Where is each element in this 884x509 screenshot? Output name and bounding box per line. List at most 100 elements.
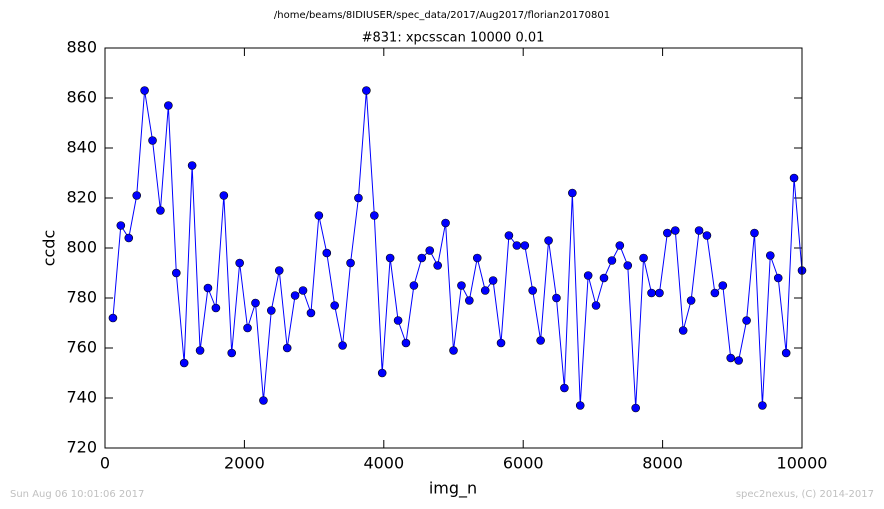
data-point bbox=[544, 236, 553, 245]
data-point bbox=[393, 316, 403, 325]
data-point bbox=[710, 288, 720, 298]
data-point bbox=[108, 313, 118, 323]
data-point bbox=[164, 101, 173, 110]
x-tick-label: 0 bbox=[100, 454, 110, 473]
footer-left: Sun Aug 06 10:01:06 2017 bbox=[10, 489, 144, 500]
data-point bbox=[251, 298, 260, 308]
y-tick-label: 860 bbox=[66, 88, 97, 107]
data-point bbox=[187, 161, 197, 170]
data-point bbox=[663, 228, 672, 238]
data-point bbox=[773, 273, 783, 283]
data-point bbox=[243, 323, 252, 333]
data-point bbox=[781, 348, 791, 358]
data-point bbox=[457, 281, 466, 290]
data-point bbox=[686, 296, 696, 305]
data-point bbox=[449, 346, 458, 355]
data-point bbox=[552, 293, 561, 303]
data-point bbox=[575, 401, 585, 410]
data-point bbox=[179, 358, 189, 368]
data-point bbox=[615, 241, 625, 250]
data-point bbox=[441, 218, 450, 228]
data-point bbox=[401, 338, 411, 348]
data-point bbox=[314, 211, 324, 220]
data-point bbox=[377, 368, 387, 378]
data-point bbox=[655, 288, 664, 298]
y-tick-label: 840 bbox=[66, 138, 97, 157]
data-point bbox=[568, 188, 577, 198]
y-tick-label: 760 bbox=[66, 338, 97, 357]
data-point bbox=[480, 286, 490, 295]
x-tick-label: 10000 bbox=[777, 454, 828, 473]
data-point bbox=[520, 241, 530, 250]
data-point bbox=[140, 86, 149, 95]
data-point bbox=[726, 353, 735, 363]
data-point bbox=[591, 301, 601, 310]
data-point bbox=[195, 346, 205, 355]
data-point bbox=[512, 241, 522, 250]
data-point bbox=[599, 273, 609, 283]
data-point bbox=[354, 193, 363, 203]
data-point bbox=[536, 336, 545, 345]
footer-right: spec2nexus, (C) 2014-2017 bbox=[736, 489, 874, 500]
data-point bbox=[306, 308, 316, 318]
data-point bbox=[631, 403, 640, 413]
x-tick-label: 4000 bbox=[363, 454, 404, 473]
data-point bbox=[433, 261, 442, 270]
chart-suptitle: /home/beams/8IDIUSER/spec_data/2017/Aug2… bbox=[274, 10, 610, 21]
data-point bbox=[560, 383, 569, 393]
data-point bbox=[409, 281, 419, 290]
y-tick-label: 740 bbox=[66, 388, 97, 407]
data-point bbox=[765, 251, 775, 260]
data-point bbox=[330, 301, 339, 310]
data-point bbox=[496, 338, 506, 348]
data-point bbox=[156, 206, 165, 215]
data-point bbox=[670, 226, 680, 235]
data-point bbox=[623, 261, 633, 270]
data-point bbox=[528, 286, 537, 295]
data-point bbox=[211, 303, 221, 313]
y-tick-label: 800 bbox=[66, 238, 97, 257]
data-point bbox=[235, 258, 244, 268]
data-point bbox=[267, 306, 276, 315]
data-point bbox=[274, 266, 284, 275]
data-point bbox=[718, 281, 728, 290]
data-point bbox=[322, 248, 332, 258]
x-axis-label: img_n bbox=[429, 479, 477, 499]
data-point bbox=[504, 231, 514, 240]
data-point bbox=[298, 286, 308, 295]
y-tick-label: 880 bbox=[66, 38, 97, 57]
data-point bbox=[385, 253, 395, 263]
data-point bbox=[370, 211, 379, 220]
data-point bbox=[694, 226, 704, 235]
x-tick-label: 6000 bbox=[503, 454, 544, 473]
data-point bbox=[362, 86, 371, 95]
data-point bbox=[742, 316, 751, 325]
x-tick-label: 2000 bbox=[224, 454, 265, 473]
data-point bbox=[425, 246, 435, 255]
data-point bbox=[219, 191, 229, 200]
data-point bbox=[417, 253, 427, 263]
data-point bbox=[678, 326, 688, 335]
data-point bbox=[750, 228, 759, 238]
data-point bbox=[583, 271, 593, 280]
y-tick-label: 820 bbox=[66, 188, 97, 207]
data-point bbox=[116, 221, 126, 230]
data-point bbox=[346, 258, 355, 268]
y-axis-label: ccdc bbox=[40, 230, 59, 267]
data-point bbox=[702, 231, 712, 240]
data-point bbox=[465, 296, 474, 305]
data-point bbox=[259, 396, 268, 405]
data-point bbox=[148, 136, 157, 145]
plot-frame bbox=[104, 47, 803, 449]
data-point bbox=[132, 191, 142, 200]
data-line bbox=[112, 90, 803, 409]
data-point bbox=[639, 253, 648, 263]
y-tick-label: 720 bbox=[66, 438, 97, 457]
data-point bbox=[203, 283, 213, 293]
data-point bbox=[488, 276, 498, 285]
x-tick-label: 8000 bbox=[642, 454, 683, 473]
data-point bbox=[338, 341, 347, 350]
data-point bbox=[290, 291, 300, 300]
